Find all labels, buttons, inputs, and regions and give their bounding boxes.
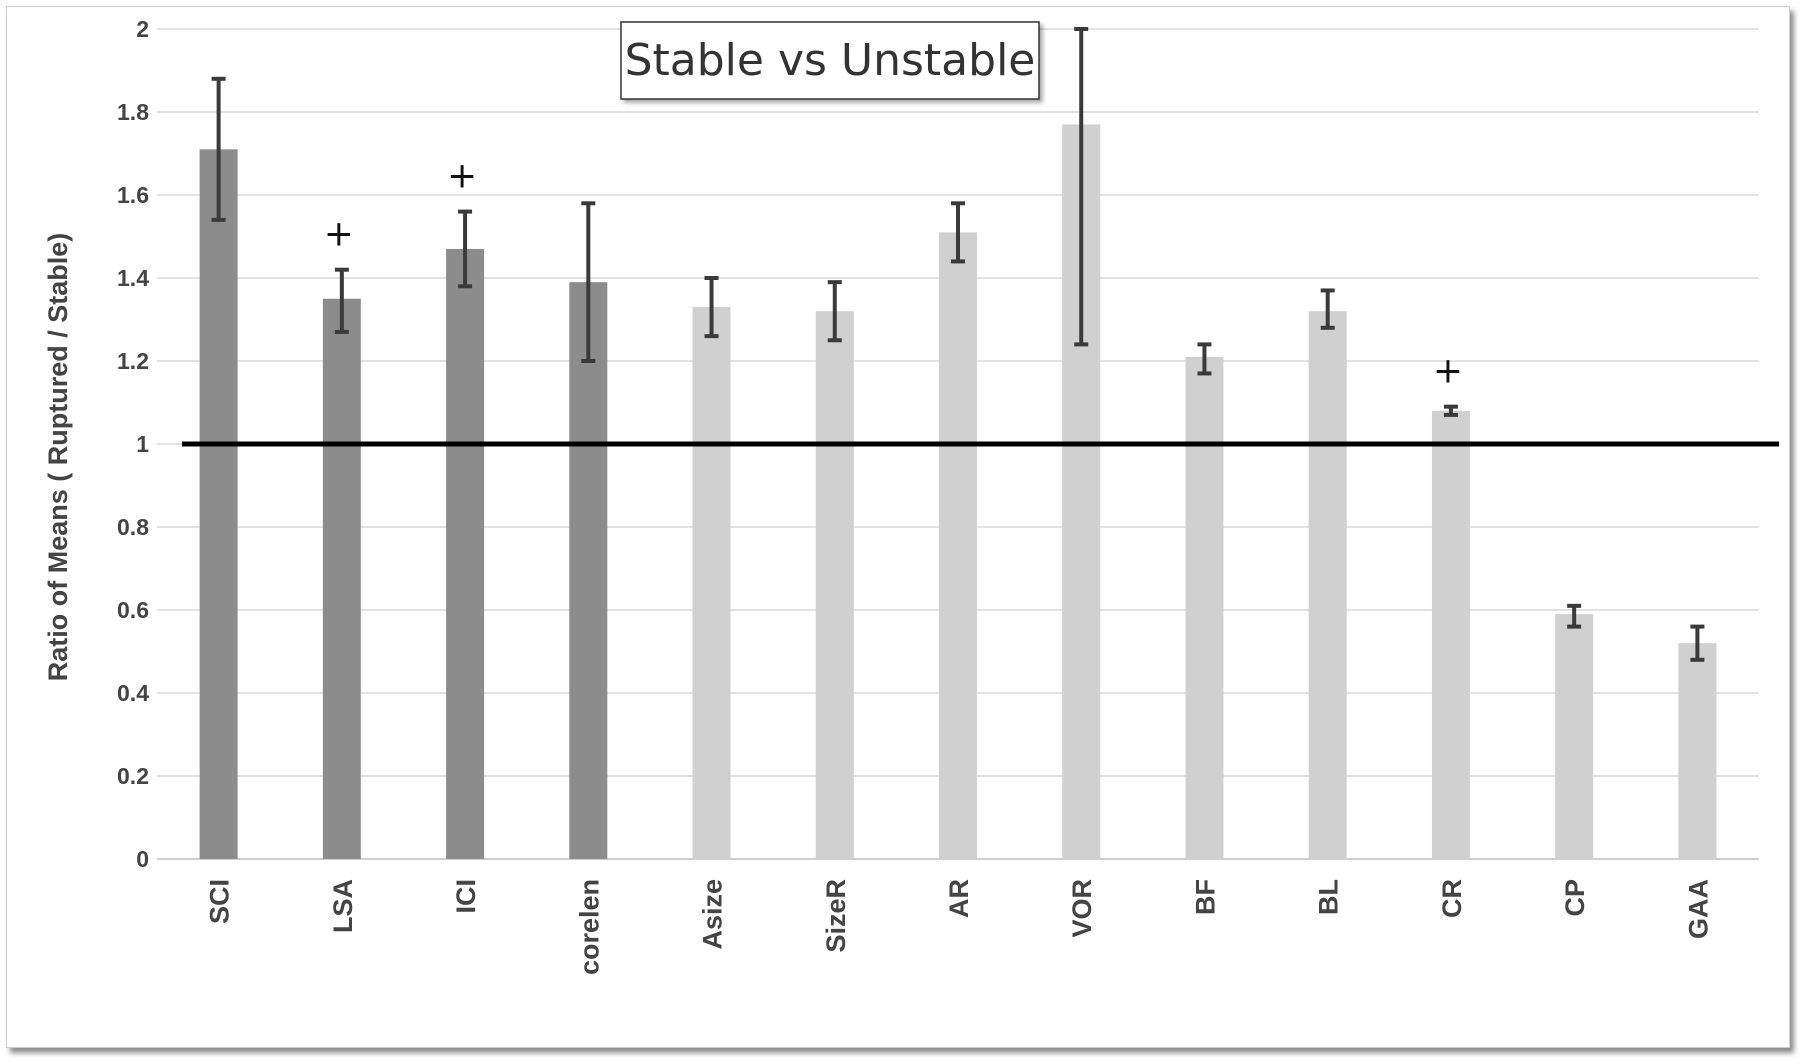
y-tick-label: 1.6 [117, 182, 149, 208]
chart-frame: + + + 0 0.2 0.4 0.6 0.8 1 1.2 1.4 1.6 1.8 2 SCI LSA IC… [6, 6, 1790, 1048]
error-bar-BF [1197, 342, 1212, 376]
bar-chart: + + + 0 0.2 0.4 0.6 0.8 1 1.2 1.4 1.6 1.8 2 SCI LSA IC… [43, 16, 1779, 975]
category-label: BF [1190, 879, 1220, 915]
category-label: corelen [574, 879, 604, 975]
y-tick-labels: 0 0.2 0.4 0.6 0.8 1 1.2 1.4 1.6 1.8 2 [117, 16, 149, 872]
chart-title-box: Stable vs Unstable [620, 21, 1040, 100]
bar-AR [939, 232, 977, 860]
significance-marker: + [447, 156, 477, 197]
error-bar-SCI [211, 76, 226, 222]
bar-GAA [1678, 643, 1717, 859]
bar-LSA [322, 298, 361, 859]
y-tick-label: 1.4 [117, 265, 149, 291]
y-tick-label: 1.2 [117, 348, 149, 374]
y-tick-label: 1.8 [117, 99, 149, 125]
bar-BF [1185, 356, 1224, 859]
error-bar-SizeR [827, 280, 842, 343]
category-label: BL [1314, 879, 1344, 915]
bar-SCI [199, 149, 238, 860]
category-label: ICI [451, 879, 481, 914]
annotations: + + + [324, 156, 1463, 392]
title-border [620, 21, 1040, 100]
category-label: VOR [1067, 879, 1097, 938]
category-label: SCI [205, 879, 235, 924]
bars [199, 124, 1717, 860]
category-label: GAA [1683, 879, 1713, 939]
error-bar-BL [1320, 288, 1335, 330]
category-label: LSA [328, 879, 358, 933]
category-label: CR [1437, 879, 1467, 918]
error-bar-CP [1567, 603, 1582, 629]
error-bar-GAA [1690, 624, 1705, 662]
category-label: CP [1560, 879, 1590, 917]
error-bar-LSA [334, 267, 349, 334]
error-bar-corelen [581, 201, 596, 363]
error-bar-CR [1443, 404, 1458, 417]
chart-title: Stable vs Unstable [625, 35, 1036, 86]
bar-CR [1431, 410, 1470, 859]
y-axis-label: Ratio of Means ( Ruptured / Stable) [43, 233, 73, 682]
y-tick-label: 0.8 [117, 514, 149, 540]
category-label: AR [944, 879, 974, 918]
y-tick-label: 0 [136, 846, 149, 872]
bar-Asize [692, 307, 731, 859]
bar-SizeR [815, 311, 854, 859]
error-bar-ICI [458, 209, 473, 289]
bar-CP [1555, 614, 1594, 859]
category-labels: SCI LSA ICI corelen Asize SizeR AR VOR BF BL CR CP G… [205, 879, 1714, 975]
error-bars [211, 27, 1705, 662]
y-tick-label: 0.6 [117, 597, 149, 623]
category-label: Asize [698, 879, 728, 950]
y-tick-label: 2 [136, 16, 149, 42]
significance-marker: + [324, 214, 354, 255]
y-tick-label: 0.4 [117, 680, 149, 706]
error-bar-Asize [704, 276, 719, 339]
bar-BL [1308, 311, 1347, 859]
error-bar-VOR [1074, 27, 1089, 347]
significance-marker: + [1433, 351, 1463, 392]
y-tick-label: 0.2 [117, 763, 149, 789]
y-tick-label: 1 [136, 431, 149, 457]
category-label: SizeR [821, 879, 851, 953]
error-bar-AR [951, 201, 965, 264]
bar-ICI [446, 248, 485, 859]
bar-corelen [569, 282, 608, 859]
